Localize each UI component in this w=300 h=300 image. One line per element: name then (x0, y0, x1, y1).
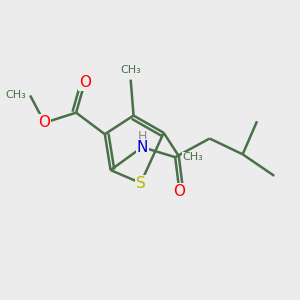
Text: CH₃: CH₃ (120, 65, 141, 75)
Text: O: O (79, 75, 91, 90)
Text: CH₃: CH₃ (182, 152, 203, 162)
Text: CH₃: CH₃ (5, 90, 26, 100)
Text: N: N (136, 140, 148, 154)
Text: H: H (137, 130, 147, 143)
Text: O: O (38, 115, 50, 130)
Text: S: S (136, 176, 146, 190)
Text: O: O (173, 184, 185, 199)
